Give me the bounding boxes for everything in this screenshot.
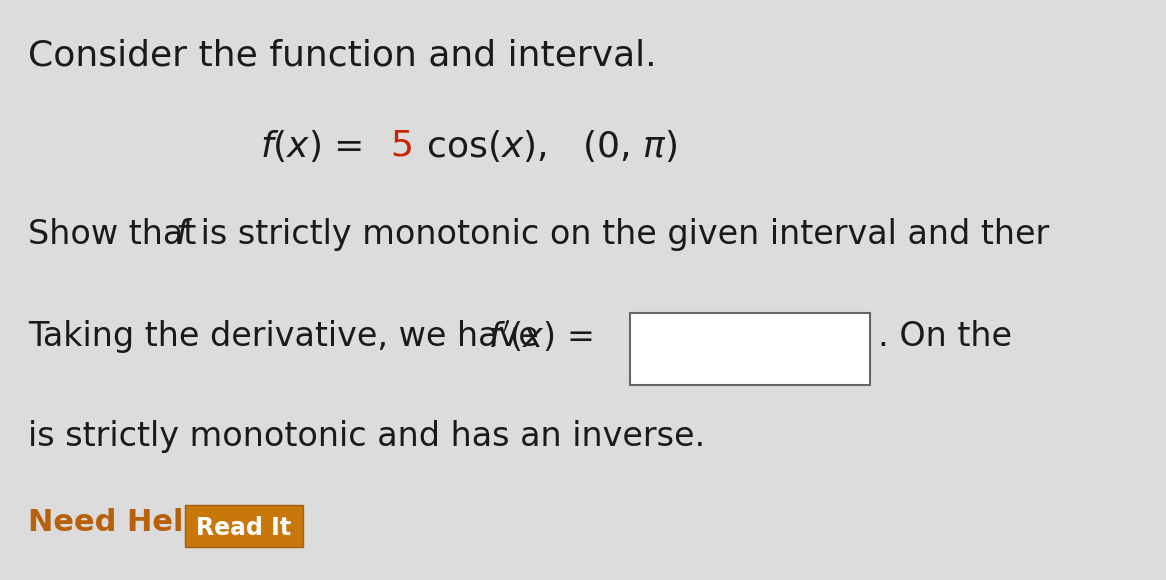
Text: is strictly monotonic and has an inverse.: is strictly monotonic and has an inverse…	[28, 420, 705, 453]
Text: Read It: Read It	[196, 516, 292, 540]
Text: 5: 5	[389, 128, 413, 162]
Text: $f(x)$ =: $f(x)$ =	[260, 128, 366, 164]
Text: is strictly monotonic on the given interval and ther: is strictly monotonic on the given inter…	[190, 218, 1049, 251]
Text: Taking the derivative, we have: Taking the derivative, we have	[28, 320, 549, 353]
Text: Consider the function and interval.: Consider the function and interval.	[28, 38, 656, 72]
Text: f: f	[176, 218, 188, 251]
Text: $f'(x)$ =: $f'(x)$ =	[489, 320, 592, 354]
Bar	[630, 313, 870, 385]
Text: cos($x$),   (0, $\pi$): cos($x$), (0, $\pi$)	[415, 128, 677, 164]
Text: Need Help?: Need Help?	[28, 508, 223, 537]
Text: Show that: Show that	[28, 218, 206, 251]
FancyBboxPatch shape	[185, 505, 303, 547]
Text: . On the: . On the	[878, 320, 1012, 353]
